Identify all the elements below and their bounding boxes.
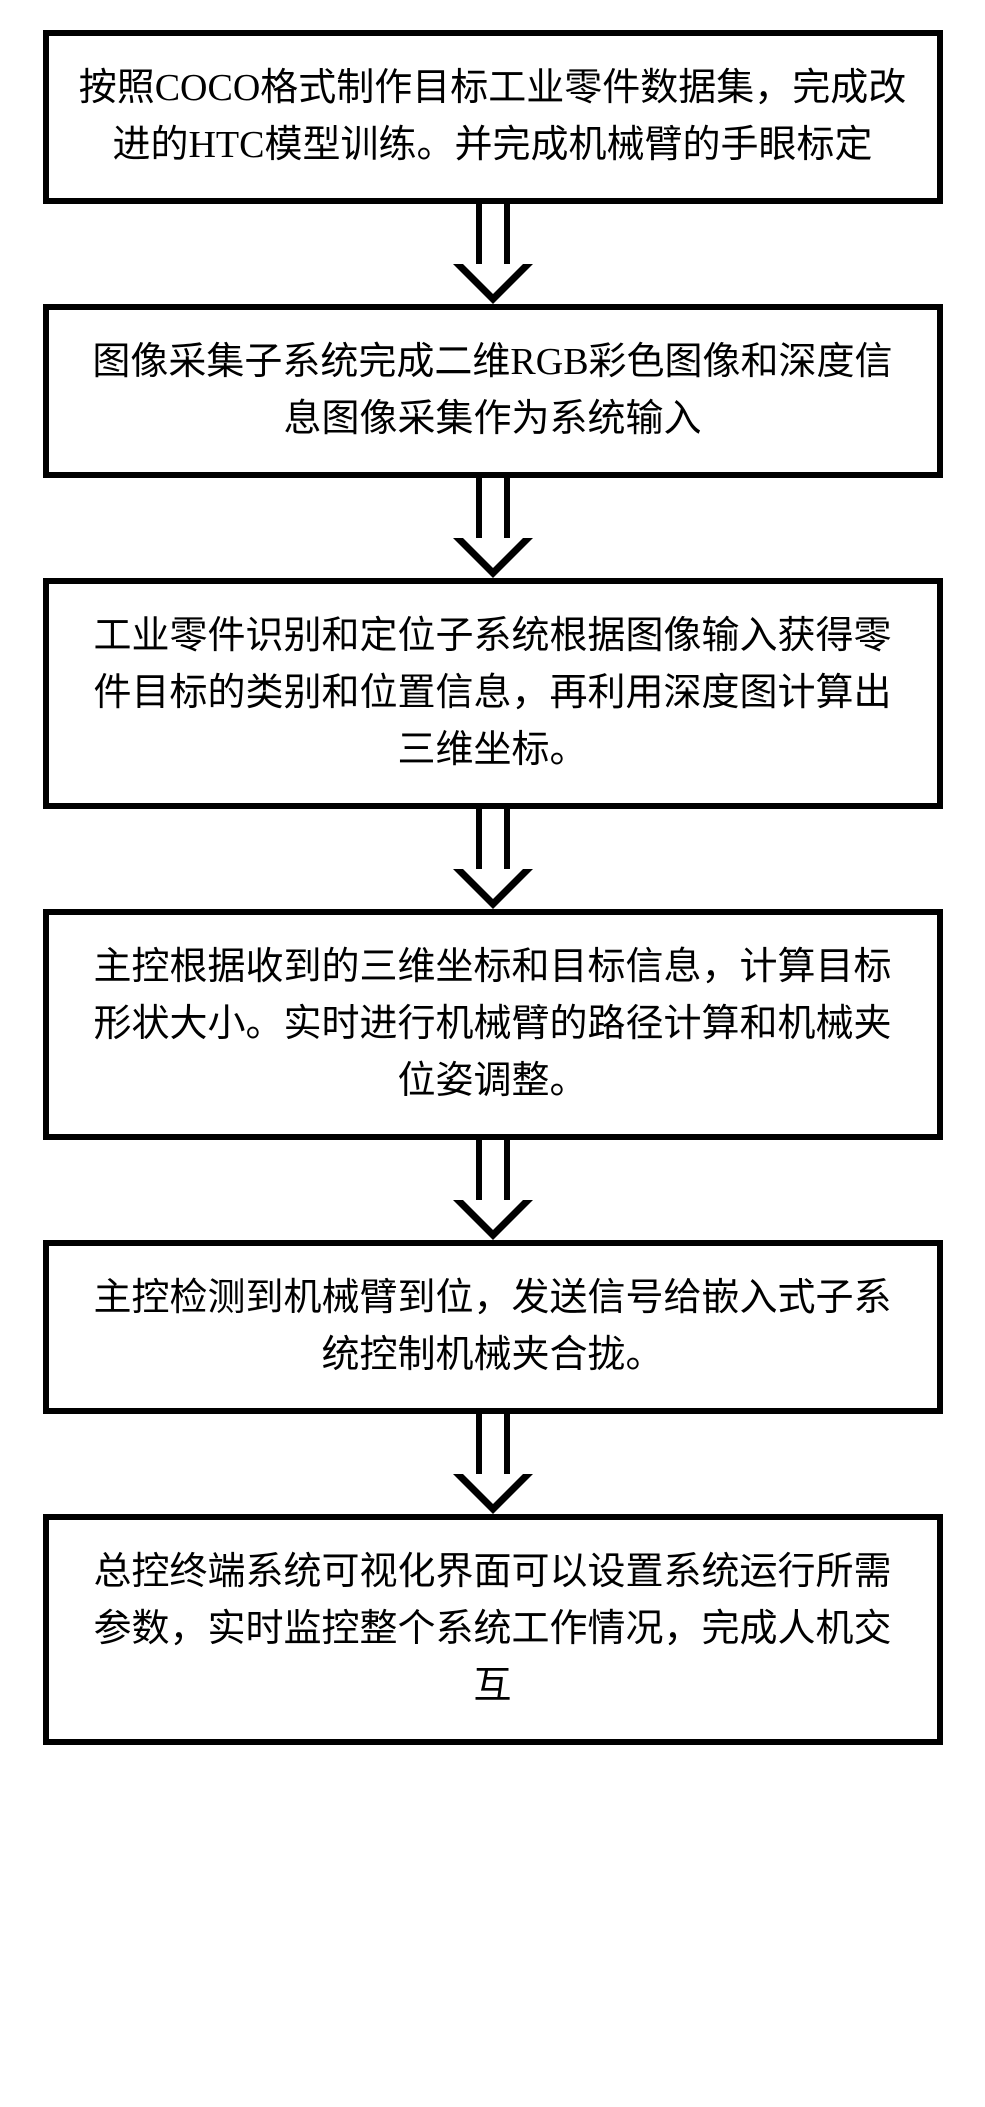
arrow-head-icon [453, 264, 533, 304]
arrow-1 [453, 204, 533, 304]
flow-step-5-text: 主控检测到机械臂到位，发送信号给嵌入式子系统控制机械夹合拢。 [93, 1277, 891, 1376]
arrow-head-icon [453, 538, 533, 578]
arrow-head-icon [453, 1474, 533, 1514]
arrow-5 [453, 1414, 533, 1514]
arrow-head-icon [453, 869, 533, 909]
flow-step-3: 工业零件识别和定位子系统根据图像输入获得零件目标的类别和位置信息，再利用深度图计… [43, 578, 943, 809]
arrow-shaft-icon [476, 1140, 510, 1200]
flow-step-5: 主控检测到机械臂到位，发送信号给嵌入式子系统控制机械夹合拢。 [43, 1240, 943, 1414]
arrow-2 [453, 478, 533, 578]
arrow-4 [453, 1140, 533, 1240]
arrow-shaft-icon [476, 809, 510, 869]
arrow-shaft-icon [476, 1414, 510, 1474]
arrow-3 [453, 809, 533, 909]
flow-step-4: 主控根据收到的三维坐标和目标信息，计算目标形状大小。实时进行机械臂的路径计算和机… [43, 909, 943, 1140]
arrow-shaft-icon [476, 204, 510, 264]
flow-step-2: 图像采集子系统完成二维RGB彩色图像和深度信息图像采集作为系统输入 [43, 304, 943, 478]
flow-step-6-text: 总控终端系统可视化界面可以设置系统运行所需参数，实时监控整个系统工作情况，完成人… [93, 1551, 891, 1707]
arrow-shaft-icon [476, 478, 510, 538]
flow-step-3-text: 工业零件识别和定位子系统根据图像输入获得零件目标的类别和位置信息，再利用深度图计… [93, 615, 891, 771]
flow-step-6: 总控终端系统可视化界面可以设置系统运行所需参数，实时监控整个系统工作情况，完成人… [43, 1514, 943, 1745]
flow-step-1-text: 按照COCO格式制作目标工业零件数据集，完成改进的HTC模型训练。并完成机械臂的… [79, 67, 907, 166]
arrow-head-icon [453, 1200, 533, 1240]
flow-step-2-text: 图像采集子系统完成二维RGB彩色图像和深度信息图像采集作为系统输入 [92, 341, 892, 440]
flowchart-container: 按照COCO格式制作目标工业零件数据集，完成改进的HTC模型训练。并完成机械臂的… [43, 30, 943, 1745]
flow-step-4-text: 主控根据收到的三维坐标和目标信息，计算目标形状大小。实时进行机械臂的路径计算和机… [93, 946, 891, 1102]
flow-step-1: 按照COCO格式制作目标工业零件数据集，完成改进的HTC模型训练。并完成机械臂的… [43, 30, 943, 204]
